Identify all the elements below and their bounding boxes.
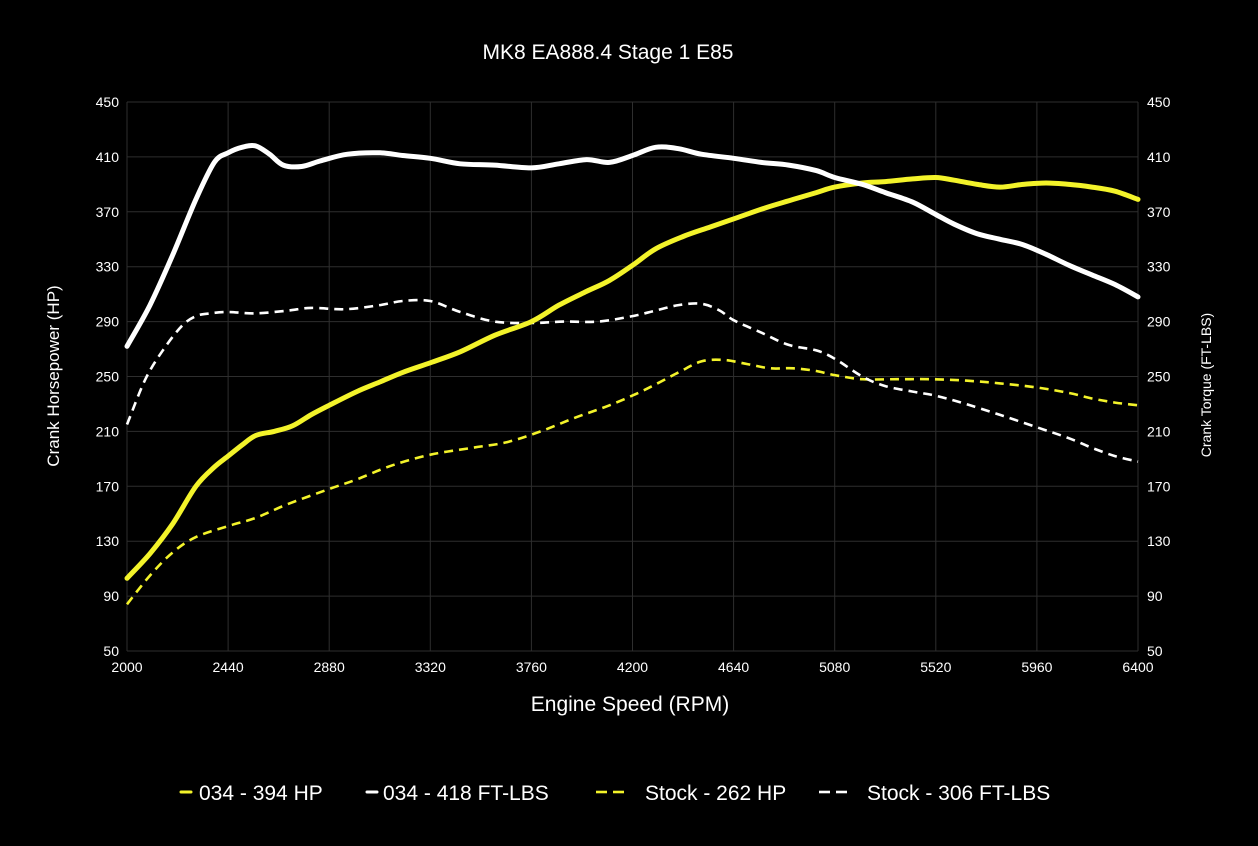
y2-tick-label: 370 [1147, 204, 1171, 220]
y-tick-label: 90 [103, 588, 119, 604]
x-axis-title: Engine Speed (RPM) [531, 693, 729, 716]
y2-tick-label: 330 [1147, 259, 1171, 275]
grid [126, 101, 1139, 652]
y2-tick-label: 450 [1147, 94, 1171, 110]
legend-label: 034 - 418 FT-LBS [383, 782, 549, 805]
y2-tick-label: 50 [1147, 643, 1163, 659]
x-tick-label: 2440 [213, 659, 244, 675]
y2-tick-label: 130 [1147, 533, 1171, 549]
x-tick-labels: 2000 2440 2880 3320 3760 4200 4640 5080 5520 5960… [111, 659, 1153, 675]
y-tick-label: 370 [96, 204, 120, 220]
chart-title: MK8 EA888.4 Stage 1 E85 [482, 41, 733, 64]
x-tick-label: 3760 [516, 659, 547, 675]
y2-axis-title: Crank Torque (FT-LBS) [1198, 313, 1214, 457]
x-tick-label: 2000 [111, 659, 142, 675]
x-tick-label: 2880 [314, 659, 345, 675]
x-tick-label: 5520 [920, 659, 951, 675]
y-tick-label: 250 [96, 369, 120, 385]
y2-tick-label: 170 [1147, 478, 1171, 494]
x-tick-label: 5960 [1021, 659, 1052, 675]
x-tick-label: 6400 [1122, 659, 1153, 675]
series-layer [124, 142, 1141, 606]
y-axis-title: Crank Horsepower (HP) [44, 285, 63, 466]
y-tick-labels: 50 90 130 170 210 250 290 330 370 410 450 [96, 94, 120, 659]
y2-tick-label: 250 [1147, 369, 1171, 385]
x-tick-label: 4200 [617, 659, 648, 675]
x-tick-label: 5080 [819, 659, 850, 675]
legend-label: Stock - 306 FT-LBS [867, 782, 1050, 805]
series-line-3 [125, 298, 1139, 463]
y2-tick-label: 210 [1147, 423, 1171, 439]
y-tick-label: 50 [103, 643, 119, 659]
y2-tick-label: 90 [1147, 588, 1163, 604]
x-tick-label: 4640 [718, 659, 749, 675]
y2-tick-labels: 50 90 130 170 210 250 290 330 370 410 450 [1147, 94, 1171, 659]
legend-label: 034 - 394 HP [199, 782, 323, 805]
y-tick-label: 330 [96, 259, 120, 275]
y-tick-label: 410 [96, 149, 120, 165]
y2-tick-label: 290 [1147, 314, 1171, 330]
y-tick-label: 130 [96, 533, 120, 549]
series-line-1 [124, 142, 1141, 349]
y-tick-label: 450 [96, 94, 120, 110]
legend-label: Stock - 262 HP [645, 782, 786, 805]
y-tick-label: 290 [96, 314, 120, 330]
x-tick-label: 3320 [415, 659, 446, 675]
series-line-0 [124, 174, 1141, 581]
y-tick-label: 210 [96, 423, 120, 439]
y2-tick-label: 410 [1147, 149, 1171, 165]
legend: 034 - 394 HP 034 - 418 FT-LBS Stock - 262 … [179, 782, 1050, 805]
series-line-2 [125, 358, 1139, 606]
y-tick-label: 170 [96, 478, 120, 494]
